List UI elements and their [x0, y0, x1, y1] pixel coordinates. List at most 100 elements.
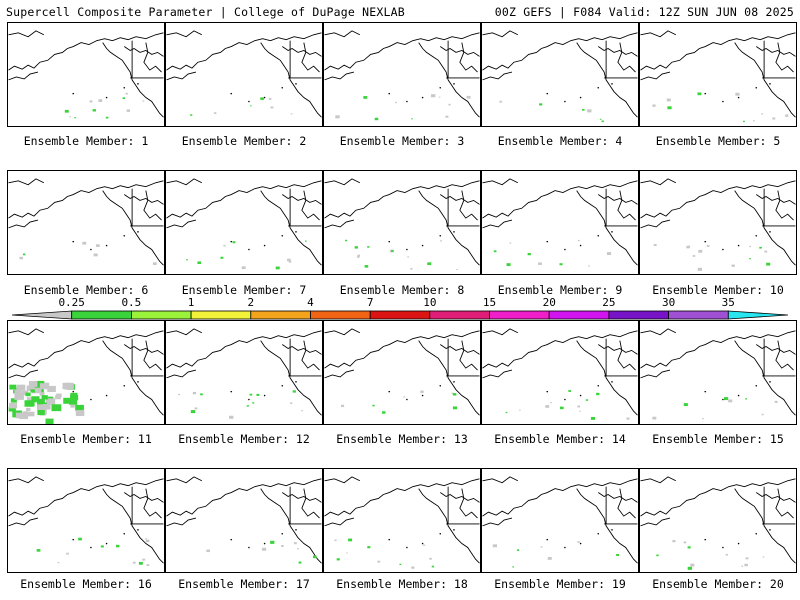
ensemble-member-label: Ensemble Member: 17 — [178, 577, 310, 591]
legend-color-swatch — [310, 310, 371, 320]
scp-shading — [698, 249, 703, 253]
scp-shading — [41, 395, 48, 400]
scp-shading — [505, 411, 508, 414]
scp-shading — [39, 383, 49, 390]
color-legend-bar — [12, 310, 788, 320]
scp-shading — [683, 541, 687, 544]
ensemble-member-label: Ensemble Member: 6 — [23, 283, 149, 297]
scp-shading — [145, 539, 150, 543]
scp-shading — [741, 565, 744, 567]
scp-shading — [753, 120, 755, 122]
ensemble-map-panel — [323, 170, 481, 275]
scp-shading — [411, 118, 413, 120]
legend-color-swatch — [668, 310, 729, 320]
scp-shading — [340, 404, 345, 408]
scp-shading — [686, 245, 690, 249]
scp-shading — [192, 391, 197, 395]
ensemble-map-panel — [639, 170, 797, 275]
scp-shading — [499, 100, 503, 103]
scp-shading — [545, 405, 550, 408]
scp-shading — [688, 245, 691, 247]
scp-shading — [10, 398, 17, 403]
scp-shading — [656, 554, 659, 557]
ensemble-map — [166, 30, 322, 118]
ensemble-map — [482, 178, 638, 267]
scp-shading — [687, 566, 693, 570]
ensemble-map-panel — [639, 22, 797, 127]
ensemble-member-label: Ensemble Member: 12 — [178, 432, 310, 446]
legend-tick-label: 15 — [482, 296, 497, 309]
scp-shading — [36, 549, 41, 552]
scp-shading — [105, 116, 109, 119]
scp-shading — [577, 239, 580, 242]
ensemble-map-panel — [481, 170, 639, 275]
scp-shading — [559, 263, 563, 266]
scp-shading — [47, 385, 56, 393]
scp-shading — [223, 244, 226, 247]
ensemble-map — [482, 30, 638, 123]
scp-shading — [766, 262, 771, 266]
legend-tick-label: 25 — [602, 296, 616, 309]
scp-shading — [25, 392, 31, 397]
scp-shading — [363, 96, 368, 99]
scp-shading — [761, 413, 764, 416]
scp-shading — [568, 390, 571, 392]
scp-shading — [743, 120, 745, 123]
scp-shading — [75, 404, 84, 411]
ensemble-map-panel — [7, 22, 165, 127]
scp-shading — [420, 390, 424, 393]
scp-shading — [599, 118, 602, 120]
header-title: Supercell Composite Parameter | College … — [6, 5, 405, 19]
scp-shading — [142, 100, 145, 102]
ensemble-member-label: Ensemble Member: 5 — [655, 134, 781, 148]
scp-shading — [241, 266, 246, 270]
scp-shading — [374, 117, 379, 121]
scp-shading — [728, 399, 733, 403]
scp-shading — [249, 393, 253, 396]
scp-shading — [585, 399, 589, 401]
scp-shading — [132, 561, 136, 564]
scp-shading — [287, 258, 291, 262]
scp-shading — [37, 409, 45, 416]
scp-shading — [70, 392, 78, 398]
scp-shading — [200, 393, 203, 396]
ensemble-map — [166, 476, 322, 564]
scp-shading — [672, 540, 676, 543]
scp-shading — [261, 547, 267, 551]
scp-shading — [762, 556, 765, 558]
scp-shading — [506, 263, 511, 267]
scp-shading — [692, 255, 696, 257]
scp-shading — [69, 116, 71, 118]
ensemble-member-label: Ensemble Member: 16 — [20, 577, 152, 591]
scp-shading — [116, 544, 120, 548]
scp-shading — [336, 558, 340, 561]
scp-shading — [256, 393, 260, 396]
scp-shading — [70, 404, 75, 408]
scp-shading — [270, 540, 275, 544]
legend-color-swatch — [190, 310, 252, 320]
scp-shading — [492, 544, 498, 548]
ensemble-map — [324, 328, 480, 416]
scp-shading — [57, 561, 60, 564]
scp-shading — [731, 264, 735, 267]
scp-shading — [702, 418, 704, 420]
ensemble-map-panel — [165, 170, 323, 275]
ensemble-map-panel — [7, 468, 165, 573]
legend-color-swatch — [429, 310, 490, 320]
scp-shading — [764, 250, 768, 253]
ensemble-map — [482, 476, 638, 568]
scp-shading — [391, 250, 394, 252]
scp-shading — [186, 259, 188, 261]
scp-shading — [100, 545, 104, 548]
ensemble-map-panel — [7, 170, 165, 275]
scp-shading — [367, 546, 371, 549]
ensemble-map-panel — [481, 320, 639, 425]
legend-tick-label: 1 — [187, 296, 195, 309]
scp-shading — [95, 244, 100, 247]
scp-shading — [297, 548, 299, 550]
scp-shading — [440, 240, 443, 242]
scp-shading — [252, 402, 255, 404]
scp-shading — [246, 405, 249, 407]
scp-shading — [744, 563, 748, 567]
scp-shading — [250, 105, 252, 107]
